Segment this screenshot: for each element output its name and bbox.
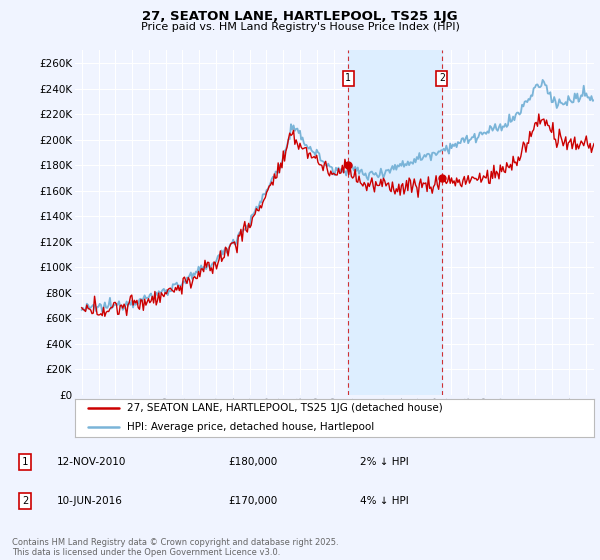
Text: 27, SEATON LANE, HARTLEPOOL, TS25 1JG: 27, SEATON LANE, HARTLEPOOL, TS25 1JG <box>142 10 458 23</box>
Text: Contains HM Land Registry data © Crown copyright and database right 2025.
This d: Contains HM Land Registry data © Crown c… <box>12 538 338 557</box>
Text: 2: 2 <box>439 73 445 83</box>
Text: 1: 1 <box>346 73 351 83</box>
Text: 10-JUN-2016: 10-JUN-2016 <box>57 496 123 506</box>
Text: £180,000: £180,000 <box>228 457 277 467</box>
Text: 27, SEATON LANE, HARTLEPOOL, TS25 1JG (detached house): 27, SEATON LANE, HARTLEPOOL, TS25 1JG (d… <box>127 403 443 413</box>
Text: 4% ↓ HPI: 4% ↓ HPI <box>360 496 409 506</box>
Text: 12-NOV-2010: 12-NOV-2010 <box>57 457 127 467</box>
Text: Price paid vs. HM Land Registry's House Price Index (HPI): Price paid vs. HM Land Registry's House … <box>140 22 460 32</box>
Text: 2% ↓ HPI: 2% ↓ HPI <box>360 457 409 467</box>
Text: 2: 2 <box>22 496 28 506</box>
Text: HPI: Average price, detached house, Hartlepool: HPI: Average price, detached house, Hart… <box>127 422 374 432</box>
Text: £170,000: £170,000 <box>228 496 277 506</box>
Bar <box>348 50 442 395</box>
Text: 1: 1 <box>22 457 28 467</box>
